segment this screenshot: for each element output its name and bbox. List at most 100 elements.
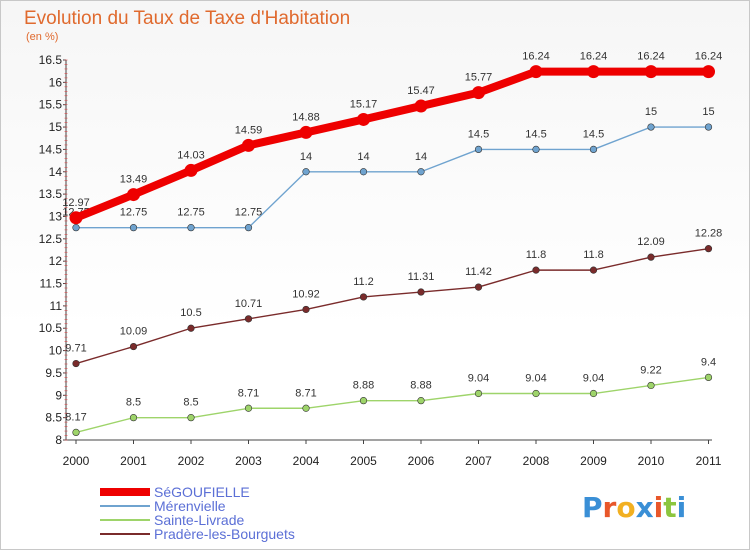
data-label: 12.97 — [62, 197, 90, 209]
data-point — [69, 211, 83, 225]
data-label: 11.31 — [408, 271, 435, 283]
y-tick-label: 16.5 — [39, 53, 63, 67]
data-label: 14.5 — [583, 128, 604, 140]
data-point — [184, 163, 198, 177]
data-label: 10.09 — [120, 326, 148, 338]
y-tick-label: 14 — [49, 165, 63, 179]
x-tick-label: 2007 — [465, 454, 492, 468]
data-label: 9.4 — [701, 356, 716, 368]
y-tick-label: 10.5 — [39, 321, 63, 335]
data-point — [129, 224, 138, 232]
data-point — [129, 342, 138, 351]
data-point — [644, 65, 658, 79]
data-point — [187, 414, 195, 422]
legend-label: Mérenvielle — [154, 498, 226, 514]
y-tick-label: 11.5 — [40, 277, 63, 291]
data-point — [187, 224, 195, 232]
x-tick-label: 2006 — [408, 454, 435, 468]
data-label: 10.5 — [180, 307, 201, 319]
data-point — [357, 112, 370, 126]
series-3: 9.71 10.09 10.5 10.71 10.92 11.2 11.31 11.42 11.… — [65, 228, 723, 368]
data-label: 9.04 — [468, 373, 489, 385]
data-label: 16.24 — [522, 51, 550, 63]
series-0: 12.97 13.49 14.03 14.59 14.88 15.17 15.47 15.77… — [62, 51, 722, 225]
data-point — [587, 65, 600, 79]
data-label: 12.28 — [695, 228, 723, 240]
data-point — [647, 123, 655, 131]
data-point — [589, 389, 598, 398]
data-label: 9.04 — [525, 373, 546, 385]
legend-label: SéGOUFIELLE — [154, 484, 250, 500]
data-point — [474, 389, 483, 398]
data-label: 12.09 — [637, 236, 665, 248]
data-point — [244, 224, 253, 232]
data-point — [704, 123, 713, 131]
data-label: 16.24 — [580, 51, 608, 63]
data-label: 8.71 — [238, 387, 259, 399]
data-point — [417, 288, 425, 296]
data-point — [299, 125, 313, 139]
proxiti-logo: Proxiti — [582, 491, 686, 524]
data-label: 9.04 — [583, 373, 604, 385]
data-point — [302, 305, 310, 314]
data-label: 8.88 — [410, 380, 431, 392]
data-label: 11.42 — [465, 266, 492, 278]
x-tick-label: 2000 — [63, 454, 90, 468]
data-point — [647, 253, 655, 261]
x-tick-label: 2005 — [350, 454, 377, 468]
data-label: 9.71 — [65, 343, 86, 355]
y-tick-label: 13 — [49, 209, 63, 223]
data-point — [417, 397, 425, 405]
series-line — [75, 247, 709, 365]
data-point — [244, 315, 253, 323]
data-label: 12.75 — [120, 207, 148, 219]
axes: 8 8.5 9 9.5 10 10.5 11 11.5 12 12.5 13 13.5 14 14.5 15… — [39, 53, 722, 468]
data-label: 14.88 — [292, 111, 320, 123]
legend: SéGOUFIELLEMérenvielleSainte-LivradePrad… — [100, 484, 295, 542]
y-tick-label: 9.5 — [45, 366, 62, 380]
series-line — [75, 376, 709, 434]
x-tick-label: 2001 — [120, 454, 147, 468]
data-point — [589, 145, 598, 154]
data-point — [359, 293, 368, 301]
data-label: 15.47 — [407, 85, 435, 97]
x-tick-label: 2002 — [178, 454, 205, 468]
chart-title: Evolution du Taux de Taxe d'Habitation — [24, 8, 350, 29]
y-tick-label: 8.5 — [45, 411, 62, 425]
data-label: 11.8 — [526, 249, 547, 261]
y-tick-label: 15 — [49, 120, 63, 134]
data-point — [704, 245, 713, 253]
data-point — [359, 168, 368, 176]
data-label: 14.5 — [468, 128, 489, 140]
data-label: 14 — [357, 151, 369, 163]
data-label: 10.92 — [292, 288, 320, 300]
data-point — [127, 188, 140, 202]
legend-label: Sainte-Livrade — [154, 512, 244, 528]
data-label: 14 — [415, 151, 427, 163]
series-layer: 12.7512.7512.7512.7514141414.514.514.515… — [62, 51, 723, 437]
data-point — [129, 414, 138, 422]
x-tick-label: 2003 — [235, 454, 262, 468]
data-label: 10.71 — [235, 298, 263, 310]
data-point — [702, 65, 715, 79]
data-point — [72, 428, 80, 437]
data-point — [187, 324, 195, 332]
data-point — [529, 65, 543, 79]
data-point — [532, 389, 540, 398]
data-label: 14.03 — [177, 149, 205, 161]
data-label: 14.5 — [525, 128, 546, 140]
data-label: 15 — [645, 106, 657, 118]
data-point — [647, 381, 655, 390]
data-label: 15.17 — [350, 98, 378, 110]
y-tick-label: 10 — [49, 344, 63, 358]
data-point — [589, 266, 598, 274]
legend-label: Pradère-les-Bourguets — [154, 526, 295, 542]
y-tick-label: 12 — [49, 254, 63, 268]
data-point — [474, 145, 483, 154]
y-tick-label: 16 — [49, 75, 63, 89]
y-tick-label: 13.5 — [39, 187, 63, 201]
data-label: 16.24 — [637, 51, 665, 63]
data-label: 8.5 — [183, 397, 198, 409]
